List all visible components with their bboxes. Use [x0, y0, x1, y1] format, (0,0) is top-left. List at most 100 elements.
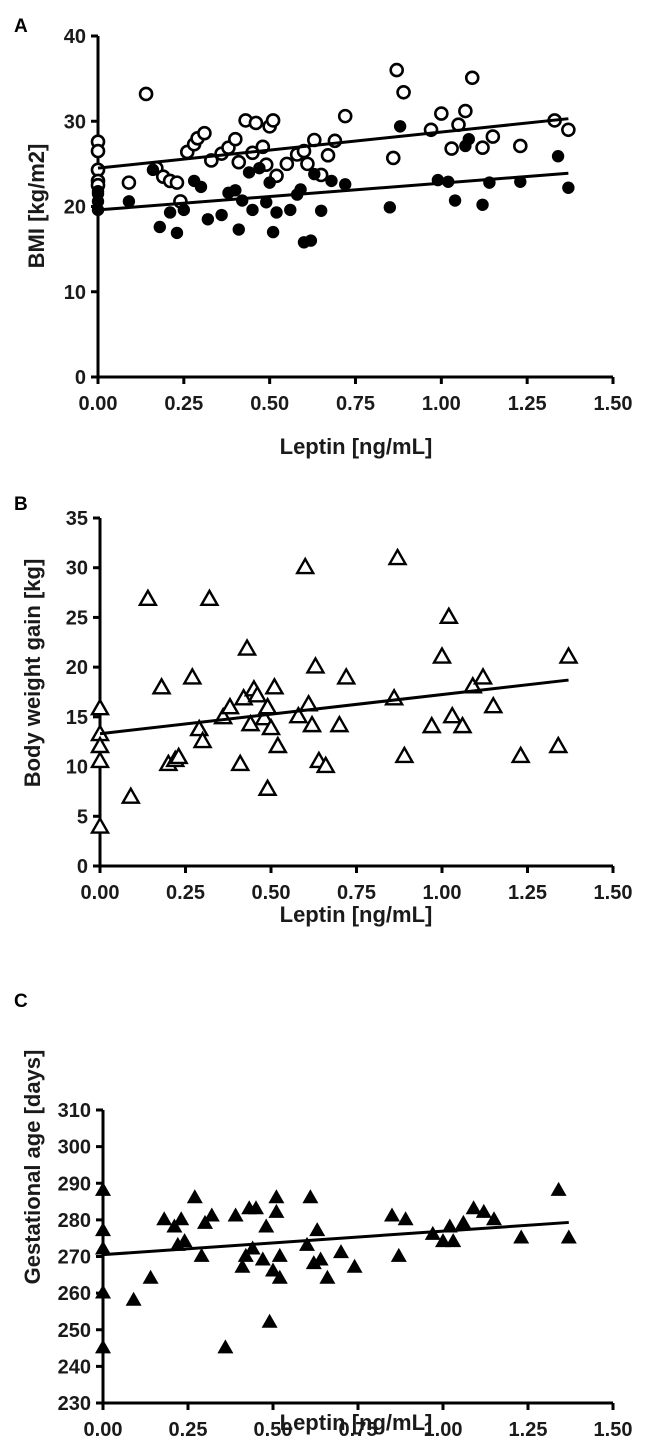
x-tick-label-b: 0.50	[252, 882, 291, 904]
data-point-open-triangle	[219, 696, 241, 715]
data-point-filled-circle	[339, 178, 352, 191]
data-point-open-triangle	[387, 547, 408, 566]
panel-letter-a: A	[14, 16, 28, 37]
data-point-open-triangle	[483, 695, 504, 714]
data-point-filled-triangle	[261, 1313, 278, 1328]
data-point-open-circle	[320, 148, 336, 163]
x-tick-label-a: 1.25	[508, 393, 547, 415]
data-point-filled-circle	[476, 198, 489, 211]
data-point-filled-triangle	[156, 1211, 173, 1226]
data-point-filled-triangle	[299, 1236, 315, 1251]
data-point-open-triangle	[267, 735, 288, 754]
data-point-open-circle	[512, 138, 528, 154]
data-point-open-triangle	[260, 717, 282, 736]
data-point-open-triangle	[199, 588, 220, 607]
data-point-filled-circle	[551, 150, 565, 163]
y-tick-label-c: 310	[58, 1100, 91, 1122]
data-point-filled-triangle	[486, 1211, 502, 1226]
data-point-filled-circle	[146, 163, 160, 177]
data-point-filled-circle	[122, 195, 136, 208]
data-point-open-circle	[434, 106, 449, 121]
data-point-open-circle	[561, 122, 576, 138]
y-axis-title-b: Body weight gain [kg]	[20, 559, 45, 788]
data-point-filled-triangle	[513, 1229, 530, 1244]
data-point-filled-triangle	[217, 1339, 234, 1354]
data-point-filled-triangle	[197, 1214, 213, 1229]
data-point-open-circle	[458, 103, 473, 119]
data-point-filled-triangle	[397, 1211, 414, 1226]
data-point-open-triangle	[240, 713, 261, 732]
data-point-open-circle	[444, 141, 459, 156]
data-point-open-circle	[121, 175, 137, 190]
data-point-filled-triangle	[475, 1203, 492, 1218]
x-tick-label-a: 1.00	[422, 393, 461, 415]
data-point-open-circle	[396, 84, 411, 100]
y-tick-label-c: 270	[58, 1247, 91, 1269]
x-axis-title-b: Leptin [ng/mL]	[280, 902, 433, 927]
y-tick-label-b: 10	[66, 757, 88, 779]
x-tick-label-c: 0.25	[169, 1419, 208, 1441]
data-point-filled-triangle	[265, 1262, 281, 1277]
data-point-filled-triangle	[271, 1247, 288, 1262]
x-tick-label-a: 1.50	[594, 393, 633, 415]
data-point-filled-triangle	[333, 1244, 349, 1259]
data-point-filled-circle	[177, 203, 191, 217]
data-point-open-circle	[248, 115, 264, 131]
x-tick-label-a: 0.25	[164, 393, 203, 415]
y-tick-label-b: 15	[66, 707, 88, 729]
data-point-filled-triangle	[465, 1200, 482, 1215]
data-point-filled-triangle	[390, 1247, 407, 1262]
data-point-filled-triangle	[271, 1269, 288, 1284]
data-point-open-triangle	[182, 666, 203, 685]
data-point-filled-triangle	[312, 1251, 329, 1266]
x-tick-label-a: 0.75	[336, 393, 375, 415]
data-point-filled-circle	[194, 180, 208, 194]
data-point-filled-circle	[270, 206, 283, 219]
data-point-open-triangle	[315, 755, 336, 774]
x-tick-label-b: 0.25	[166, 882, 205, 904]
data-point-open-triangle	[431, 646, 453, 664]
data-point-filled-triangle	[268, 1203, 285, 1218]
data-point-filled-triangle	[227, 1207, 244, 1222]
data-point-open-triangle	[548, 735, 569, 754]
data-point-open-circle	[337, 108, 353, 124]
chart-b-svg: B Body weight gain [kg] Leptin [ng/mL] 0…	[14, 494, 633, 927]
data-point-filled-triangle	[258, 1218, 275, 1233]
data-point-filled-triangle	[203, 1207, 220, 1222]
x-axis-title-a: Leptin [ng/mL]	[280, 434, 433, 459]
data-point-open-circle	[389, 62, 405, 78]
data-point-filled-triangle	[384, 1207, 400, 1222]
x-tick-label-b: 1.25	[508, 882, 547, 904]
y-tick-label-c: 230	[58, 1393, 91, 1415]
y-axis-title-c: Gestational age [days]	[20, 1050, 45, 1285]
data-point-filled-circle	[308, 167, 321, 181]
data-point-open-circle	[228, 131, 243, 147]
data-point-filled-triangle	[95, 1222, 111, 1237]
data-point-open-circle	[385, 150, 401, 166]
y-tick-label-c: 250	[58, 1320, 91, 1342]
data-point-open-circle	[485, 129, 501, 144]
data-point-open-circle	[90, 143, 106, 159]
data-point-open-circle	[300, 156, 315, 172]
data-point-filled-circle	[91, 195, 105, 208]
x-tick-label-c: 1.25	[509, 1419, 548, 1441]
x-tick-label-b: 1.50	[594, 882, 633, 904]
data-point-filled-triangle	[268, 1189, 285, 1204]
data-point-filled-circle	[325, 174, 338, 188]
regression-line-b	[99, 678, 569, 736]
data-point-open-circle	[279, 156, 295, 172]
regression-line-a	[97, 171, 569, 212]
data-point-open-triangle	[89, 697, 111, 716]
data-point-filled-triangle	[550, 1181, 567, 1196]
data-point-filled-triangle	[186, 1189, 203, 1204]
y-tick-label-c: 280	[58, 1210, 91, 1232]
regression-line-c	[102, 1220, 569, 1257]
regression-line-a	[97, 117, 569, 170]
y-tick-label-b: 35	[66, 508, 88, 530]
data-point-open-triangle	[264, 676, 285, 695]
x-axis-title-c: Leptin [ng/mL]	[280, 1410, 433, 1435]
y-tick-label-c: 290	[58, 1173, 91, 1195]
data-point-filled-triangle	[166, 1218, 183, 1233]
data-point-filled-triangle	[244, 1240, 261, 1255]
y-tick-label-a: 40	[64, 26, 86, 48]
